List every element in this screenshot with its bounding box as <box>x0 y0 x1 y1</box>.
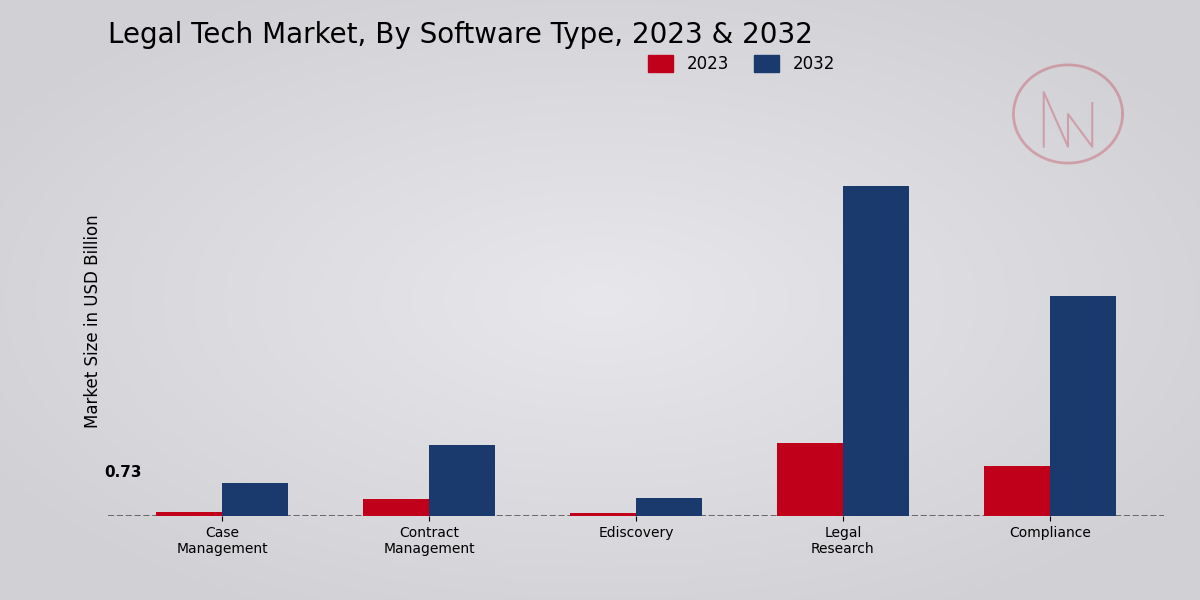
Y-axis label: Market Size in USD Billion: Market Size in USD Billion <box>84 214 102 428</box>
Bar <box>776 443 842 516</box>
Bar <box>156 512 222 516</box>
Bar <box>984 466 1050 516</box>
Bar <box>1050 296 1116 516</box>
Bar <box>430 445 496 516</box>
Bar <box>570 513 636 516</box>
Bar <box>362 499 430 516</box>
Bar <box>222 482 288 516</box>
Text: Legal Tech Market, By Software Type, 2023 & 2032: Legal Tech Market, By Software Type, 202… <box>108 20 812 49</box>
Legend: 2023, 2032: 2023, 2032 <box>642 49 841 80</box>
Bar <box>842 185 910 516</box>
Text: 0.73: 0.73 <box>104 465 142 480</box>
Bar <box>636 497 702 516</box>
